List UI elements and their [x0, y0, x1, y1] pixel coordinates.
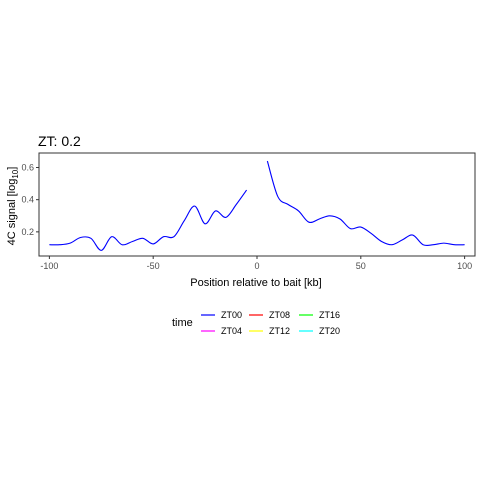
y-tick-label: 0.2 — [21, 227, 34, 237]
y-axis-label-end: ] — [6, 167, 18, 170]
y-axis-label-subscript: 10 — [11, 169, 20, 178]
y-axis-label: 4C signal [log10] — [6, 167, 20, 246]
x-axis-label: Position relative to bait [kb] — [190, 277, 321, 289]
x-tick-label: 100 — [457, 261, 472, 271]
y-tick-label: 0.4 — [21, 195, 34, 205]
chart-title: ZT: 0.2 — [38, 133, 81, 149]
x-tick-label: 0 — [254, 261, 259, 271]
series-line-zt00 — [49, 189, 248, 251]
y-axis: 0.2 0.4 0.6 — [21, 162, 39, 237]
y-tick-label: 0.6 — [21, 162, 34, 172]
legend-label-zt12: ZT12 — [269, 326, 290, 336]
legend-label-zt00: ZT00 — [221, 310, 242, 320]
legend-label-zt04: ZT04 — [221, 326, 242, 336]
x-axis: -100 -50 0 50 100 — [40, 256, 472, 271]
legend-label-zt20: ZT20 — [319, 326, 340, 336]
y-axis-label-main: 4C signal [log — [6, 179, 18, 246]
legend-title: time — [172, 317, 193, 329]
legend-label-zt08: ZT08 — [269, 310, 290, 320]
legend: time ZT00 ZT08 ZT16 ZT04 ZT12 ZT20 — [172, 310, 340, 336]
legend-label-zt16: ZT16 — [319, 310, 340, 320]
series-layer — [49, 160, 465, 251]
series-line-zt00 — [266, 160, 465, 247]
x-tick-label: 50 — [356, 261, 366, 271]
panel-border — [38, 152, 476, 257]
x-tick-label: -50 — [147, 261, 160, 271]
plot-panel — [38, 152, 476, 257]
x-tick-label: -100 — [40, 261, 58, 271]
